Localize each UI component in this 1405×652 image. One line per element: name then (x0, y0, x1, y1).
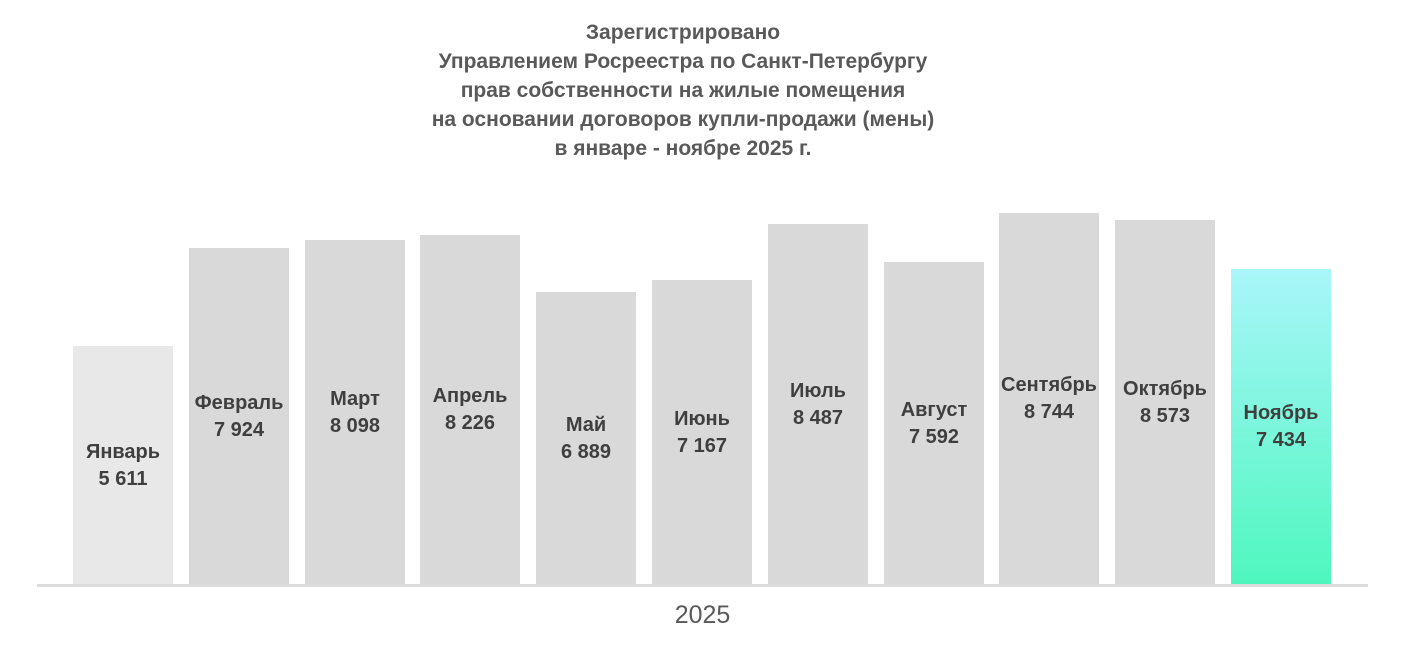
bar-month-label: Июнь (674, 407, 730, 430)
bar-label: Ноябрь 7 434 (1231, 269, 1331, 585)
chart-title: Зарегистрировано Управлением Росреестра … (0, 18, 1366, 163)
bar-label: Март 8 098 (305, 240, 405, 585)
bar-2-февраль: Февраль 7 924 (189, 248, 289, 585)
chart-title-line-4: на основании договоров купли-продажи (ме… (431, 108, 935, 131)
x-axis-label: 2025 (674, 601, 731, 629)
bar-11-ноябрь: Ноябрь 7 434 (1231, 269, 1331, 585)
bar-5-май: Май 6 889 (536, 292, 636, 585)
bar-4-апрель: Апрель 8 226 (420, 235, 520, 585)
bar-label: Сентябрь 8 744 (999, 213, 1099, 585)
bar-month-label: Апрель (432, 385, 508, 407)
bar-label: Май 6 889 (536, 292, 636, 585)
bar-value-label: 6 889 (560, 440, 612, 463)
bar-month-label: Август (900, 398, 968, 421)
bar-label: Апрель 8 226 (420, 235, 520, 585)
bar-6-июнь: Июнь 7 167 (652, 280, 752, 585)
bar-value-label: 8 226 (444, 412, 496, 434)
bar-month-label: Январь (85, 440, 161, 463)
bar-label: Июль 8 487 (768, 224, 868, 585)
bar-value-label: 8 487 (792, 406, 844, 429)
bar-label: Октябрь 8 573 (1115, 220, 1215, 585)
bar-value-label: 7 434 (1255, 429, 1307, 451)
bar-label: Январь 5 611 (73, 346, 173, 585)
bar-month-label: Июль (790, 379, 846, 402)
x-axis-line (37, 584, 1368, 587)
bar-1-январь: Январь 5 611 (73, 346, 173, 585)
bar-value-label: 7 167 (676, 434, 728, 457)
bar-month-label: Май (565, 413, 607, 436)
bar-value-label: 8 744 (1023, 401, 1075, 423)
bar-9-сентябрь: Сентябрь 8 744 (999, 213, 1099, 585)
bar-3-март: Март 8 098 (305, 240, 405, 585)
bar-value-label: 5 611 (98, 467, 148, 490)
bar-10-октябрь: Октябрь 8 573 (1115, 220, 1215, 585)
chart-title-line-3: прав собственности на жилые помещения (460, 79, 906, 102)
bar-label: Август 7 592 (884, 262, 984, 585)
bar-7-июль: Июль 8 487 (768, 224, 868, 585)
chart-title-line-2: Управлением Росреестра по Санкт-Петербур… (438, 50, 928, 73)
chart-title-line-1: Зарегистрировано (585, 21, 781, 44)
bar-label: Февраль 7 924 (189, 248, 289, 585)
bar-month-label: Октябрь (1123, 377, 1207, 400)
bar-label: Июнь 7 167 (652, 280, 752, 585)
bar-month-label: Март (330, 387, 380, 410)
bar-month-label: Сентябрь (1001, 374, 1097, 396)
bar-value-label: 8 098 (329, 414, 381, 437)
bar-value-label: 7 592 (908, 425, 960, 448)
bar-value-label: 7 924 (213, 418, 265, 441)
bar-month-label: Ноябрь (1243, 402, 1319, 424)
bar-value-label: 8 573 (1139, 404, 1191, 427)
chart-title-line-5: в январе - ноябре 2025 г. (554, 137, 812, 160)
bar-8-август: Август 7 592 (884, 262, 984, 585)
bar-month-label: Февраль (194, 391, 284, 414)
